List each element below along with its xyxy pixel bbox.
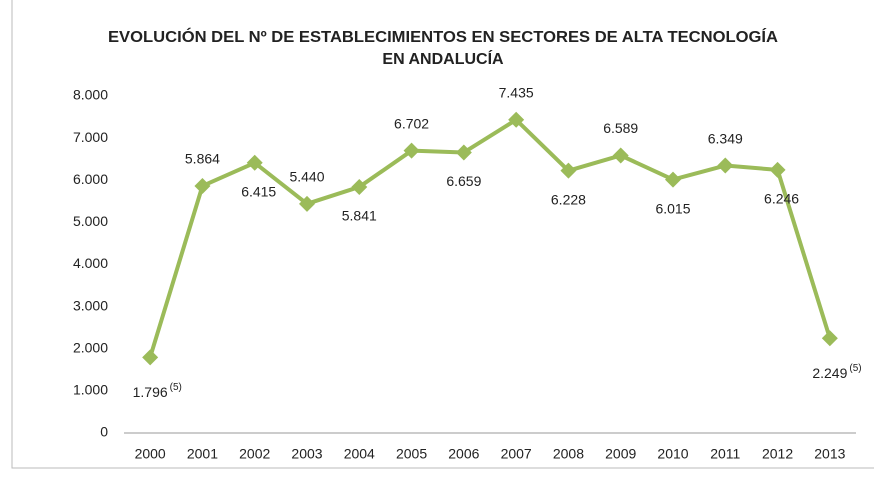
x-tick-label: 2013 (814, 446, 845, 462)
data-label: 5.864 (185, 151, 220, 167)
data-label: 1.796 (133, 384, 168, 400)
y-tick-label: 6.000 (73, 171, 108, 187)
x-tick-label: 2004 (344, 446, 375, 462)
data-label: 7.435 (499, 85, 534, 101)
data-label: 6.589 (603, 120, 638, 136)
x-tick-label: 2003 (291, 446, 322, 462)
x-tick-label: 2012 (762, 446, 793, 462)
marker (194, 177, 211, 194)
y-tick-label: 3.000 (73, 297, 108, 313)
x-tick-label: 2011 (710, 446, 740, 462)
x-tick-label: 2008 (553, 446, 584, 462)
y-tick-label: 0 (100, 424, 108, 440)
data-label: 6.349 (708, 130, 743, 146)
chart-title: EN ANDALUCÍA (382, 49, 504, 68)
data-label: 6.015 (655, 200, 690, 216)
x-tick-label: 2006 (448, 446, 479, 462)
marker (717, 157, 734, 174)
data-label: 6.702 (394, 115, 429, 131)
data-label: 6.659 (446, 173, 481, 189)
marker (665, 171, 681, 188)
marker (246, 154, 263, 171)
marker (508, 111, 525, 128)
marker (821, 330, 838, 347)
x-tick-label: 2001 (187, 446, 218, 462)
y-tick-label: 7.000 (73, 129, 108, 145)
marker (612, 147, 629, 164)
y-tick-label: 2.000 (73, 339, 108, 355)
marker (455, 144, 472, 161)
y-tick-label: 4.000 (73, 255, 108, 271)
data-label: 6.228 (551, 191, 586, 207)
line (148, 117, 832, 358)
marker (299, 195, 315, 212)
y-tick-label: 1.000 (73, 382, 108, 398)
x-tick-label: 2010 (657, 446, 688, 462)
annotation: (5) (849, 363, 861, 374)
data-label: 6.415 (241, 183, 276, 199)
data-label: 5.841 (342, 208, 377, 224)
chart-frame (11, 0, 874, 469)
marker (403, 142, 420, 159)
y-tick-label: 5.000 (73, 213, 108, 229)
marker (560, 162, 577, 179)
x-tick-label: 2005 (396, 446, 427, 462)
x-tick-label: 2009 (605, 446, 636, 462)
data-label: 5.440 (289, 169, 324, 185)
x-tick-label: 2007 (501, 446, 532, 462)
marker (769, 161, 786, 178)
x-tick-label: 2000 (135, 446, 166, 462)
data-label: 6.246 (764, 191, 799, 207)
marker (351, 178, 368, 195)
x-tick-label: 2002 (239, 446, 270, 462)
annotation: (5) (170, 382, 182, 393)
y-tick-label: 8.000 (73, 87, 108, 103)
data-label: 2.249 (812, 365, 847, 381)
marker (142, 349, 159, 366)
chart-title: EVOLUCIÓN DEL Nº DE ESTABLECIMIENTOS EN … (108, 27, 778, 46)
